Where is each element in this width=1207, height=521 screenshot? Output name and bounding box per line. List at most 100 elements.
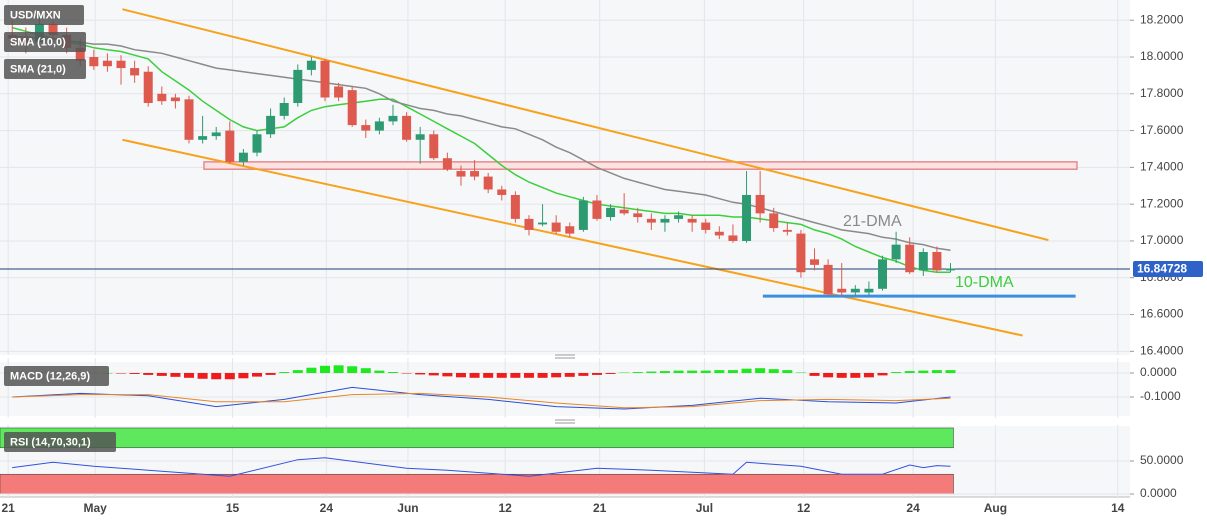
macd-bar [496,373,507,378]
legend-label: SMA (21,0) [10,63,66,75]
candle-body [429,134,439,159]
candle-body [388,115,398,122]
candle-body [252,134,262,153]
annotation: 10-DMA [955,274,1014,291]
candle-body [334,86,344,98]
macd-bar [700,370,711,373]
macd-bar [292,370,303,373]
y-tick-label: 17.6000 [1140,123,1184,137]
candle-body [592,200,602,219]
candle-body [483,176,493,190]
macd-bar [197,373,208,379]
macd-bar [483,373,494,378]
macd-bar [755,368,766,373]
macd-bar [673,370,684,373]
macd-bar [156,373,167,376]
x-tick-label: 15 [226,501,240,515]
candle-body [143,71,153,104]
candle-body [320,60,330,98]
candle-body [796,233,806,273]
legend-box [4,432,116,452]
macd-line [12,386,951,410]
candle-body [402,115,412,140]
candle-body [619,209,629,214]
macd-bar [170,373,181,377]
macd-bar [823,373,834,378]
macd-bar [279,372,290,373]
legend-box [4,32,86,52]
candle-body [728,235,738,241]
macd-bar [564,373,575,377]
macd-bar [850,373,861,378]
candle-body [75,47,85,61]
candle-body [646,218,656,223]
y-tick-label: 17.8000 [1140,86,1184,100]
sma-line [12,36,951,251]
price-tag [1133,261,1203,278]
candle-body [538,222,548,225]
y-tick-label: 0.0000 [1140,486,1177,500]
x-tick-label: 24 [320,501,334,515]
macd-bar [347,366,358,373]
channel-line [122,8,1049,242]
macd-bar [619,372,630,374]
candle-body [306,60,316,70]
candle-body [157,93,167,102]
candle-body [442,158,452,170]
macd-bar [469,373,480,378]
candle-body [782,229,792,232]
y-tick-label: 50.0000 [1140,453,1184,467]
candle-body [701,222,711,230]
candle-body [660,218,670,223]
candle-body [198,136,208,140]
candle-body [674,215,684,219]
candle-body [456,171,466,177]
macd-bar [224,373,235,380]
price-tag-label: 16.84728 [1137,262,1187,276]
resistance-zone [203,161,1078,170]
candle-body [755,194,765,214]
macd-bar [646,371,657,373]
macd-bar [129,373,140,374]
macd-bar [632,372,643,373]
macd-bar [401,373,412,374]
macd-bar [782,370,793,373]
candle-body [850,288,860,293]
y-tick-label: 17.4000 [1140,160,1184,174]
macd-bar [442,373,453,377]
macd-line [12,392,951,409]
legend-box [4,59,86,79]
candle-body [497,189,507,195]
candle-body [266,115,276,135]
candle-body [48,23,58,35]
macd-bar [523,373,534,378]
macd-bar [428,373,439,376]
macd-bar [795,372,806,374]
x-tick-label: Jul [696,501,713,515]
macd-bar [809,373,820,376]
macd-bar [877,373,888,376]
candle-body [510,194,520,219]
candle-body [211,132,221,137]
rsi-band [0,473,954,495]
macd-bar [714,370,725,373]
candle-body [184,99,194,140]
candle-body [823,264,833,295]
candle-body [279,103,289,116]
candle-body [565,226,575,234]
macd-bar [265,373,276,375]
channel-line [122,138,1023,337]
rsi-band [0,427,954,449]
price-pane [0,0,1130,355]
candle-body [170,97,180,102]
legend-label: MACD (12,26,9) [10,370,90,382]
macd-bar [333,365,344,373]
legend-label: RSI (14,70,30,1) [10,436,91,448]
x-tick-label: 21 [593,501,607,515]
macd-bar [211,373,222,380]
x-tick-label: Aug [984,501,1007,515]
y-tick-label: 16.4000 [1140,343,1184,357]
candle-body [810,259,820,265]
macd-pane [0,362,1130,416]
macd-bar [510,373,521,378]
